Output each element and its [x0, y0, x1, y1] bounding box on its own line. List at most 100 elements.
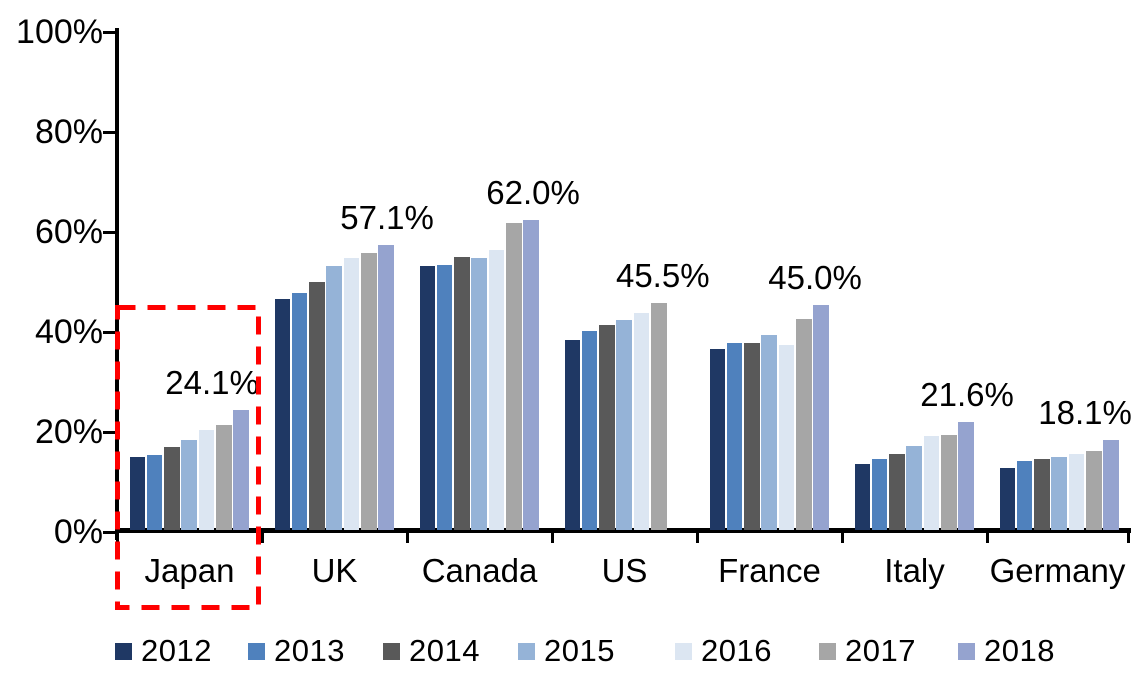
- bar-canada-2013: [436, 264, 453, 530]
- bar-italy-2017: [941, 434, 957, 530]
- bar-uk-2018: [378, 244, 394, 530]
- legend-label-2015: 2015: [544, 633, 615, 668]
- legend-swatch-2017: [819, 642, 836, 660]
- bar-uk-2013: [291, 292, 308, 530]
- bar-uk-2012: [274, 299, 290, 530]
- bar-us-2012: [564, 340, 580, 530]
- bar-germany-2014: [1034, 458, 1050, 530]
- bar-italy-2015: [906, 446, 922, 530]
- y-tick-40: [103, 330, 117, 334]
- legend-item-2014: 2014: [383, 633, 480, 668]
- data-label-italy: 21.6%: [920, 376, 1014, 413]
- bar-uk-2014: [309, 281, 325, 530]
- bar-germany-2016: [1068, 453, 1085, 530]
- legend-label-2014: 2014: [409, 633, 480, 668]
- bar-france-2017: [796, 319, 812, 530]
- bar-germany-2015: [1051, 456, 1067, 530]
- x-tick-1: [260, 530, 264, 543]
- category-label-uk: UK: [311, 552, 358, 589]
- legend-label-2017: 2017: [845, 633, 916, 668]
- data-label-france: 45.0%: [768, 259, 862, 296]
- category-label-germany: Germany: [989, 552, 1126, 589]
- legend-swatch-2013: [248, 642, 265, 660]
- bar-germany-2018: [1103, 439, 1119, 530]
- bar-us-2015: [616, 320, 632, 530]
- data-label-canada: 62.0%: [486, 174, 580, 211]
- bar-uk-2015: [326, 265, 342, 530]
- y-tick-100: [103, 30, 117, 34]
- y-tick-60: [103, 230, 117, 234]
- legend-label-2012: 2012: [141, 633, 212, 668]
- bar-canada-2017: [506, 223, 522, 530]
- y-tick-0: [103, 530, 117, 534]
- bar-canada-2014: [454, 257, 470, 530]
- bar-canada-2012: [419, 266, 435, 530]
- x-tick-3: [550, 530, 554, 543]
- category-label-italy: Italy: [884, 552, 945, 589]
- bar-canada-2018: [523, 220, 539, 530]
- category-label-france: France: [718, 552, 821, 589]
- bar-france-2013: [726, 342, 743, 530]
- bar-france-2012: [709, 348, 725, 530]
- bar-italy-2012: [854, 463, 870, 530]
- bar-japan-2018: [233, 409, 249, 530]
- category-label-us: US: [601, 552, 648, 589]
- bar-italy-2013: [871, 459, 888, 530]
- legend-item-2012: 2012: [115, 633, 212, 668]
- legend-item-2013: 2013: [248, 633, 345, 668]
- bar-us-2013: [581, 331, 598, 530]
- bar-us-2017: [651, 302, 667, 530]
- bar-france-2018: [813, 305, 829, 530]
- y-tick-label-80: 80%: [34, 113, 103, 151]
- y-axis-line: [115, 28, 119, 540]
- y-tick-label-100: 100%: [16, 13, 103, 51]
- legend-swatch-2016: [675, 642, 692, 660]
- legend-item-2016: 2016: [675, 633, 772, 668]
- legend-item-2015: 2015: [518, 633, 615, 668]
- bar-canada-2016: [488, 250, 505, 530]
- y-tick-label-60: 60%: [34, 213, 103, 251]
- bar-japan-2017: [216, 425, 232, 530]
- x-tick-4: [695, 530, 699, 543]
- bar-us-2016: [633, 313, 650, 530]
- x-axis-line: [115, 528, 1131, 533]
- bar-france-2014: [744, 342, 760, 530]
- x-tick-7: [1126, 530, 1130, 543]
- bar-germany-2012: [999, 467, 1015, 530]
- legend-item-2017: 2017: [819, 633, 916, 668]
- bar-japan-2015: [181, 439, 197, 530]
- legend-label-2013: 2013: [274, 633, 345, 668]
- bar-uk-2016: [343, 257, 360, 530]
- bar-italy-2016: [923, 435, 940, 530]
- bar-japan-2016: [198, 430, 215, 530]
- legend-swatch-2015: [518, 642, 535, 660]
- y-tick-20: [103, 430, 117, 434]
- bar-canada-2015: [471, 257, 487, 530]
- data-label-japan: 24.1%: [165, 363, 259, 401]
- bar-japan-2014: [164, 446, 180, 530]
- bar-japan-2013: [146, 455, 163, 530]
- legend-label-2016: 2016: [701, 633, 772, 668]
- y-tick-80: [103, 130, 117, 134]
- bar-japan-2012: [129, 456, 145, 530]
- category-label-japan: Japan: [144, 552, 235, 589]
- x-tick-2: [405, 530, 409, 543]
- bar-italy-2014: [889, 453, 905, 530]
- bar-germany-2013: [1016, 460, 1033, 530]
- bar-france-2015: [761, 335, 777, 530]
- category-label-canada: Canada: [421, 552, 538, 589]
- bar-france-2016: [778, 345, 795, 530]
- x-tick-0: [115, 530, 119, 543]
- x-tick-5: [840, 530, 844, 543]
- x-tick-6: [985, 530, 989, 543]
- bar-germany-2017: [1086, 451, 1102, 530]
- legend-swatch-2018: [958, 642, 975, 660]
- data-label-germany: 18.1%: [1038, 393, 1132, 431]
- data-label-us: 45.5%: [615, 256, 710, 294]
- legend-item-2018: 2018: [958, 633, 1055, 668]
- legend-swatch-2014: [383, 642, 400, 660]
- data-label-uk: 57.1%: [340, 198, 434, 236]
- bar-uk-2017: [361, 252, 377, 530]
- y-tick-label-20: 20%: [34, 413, 103, 451]
